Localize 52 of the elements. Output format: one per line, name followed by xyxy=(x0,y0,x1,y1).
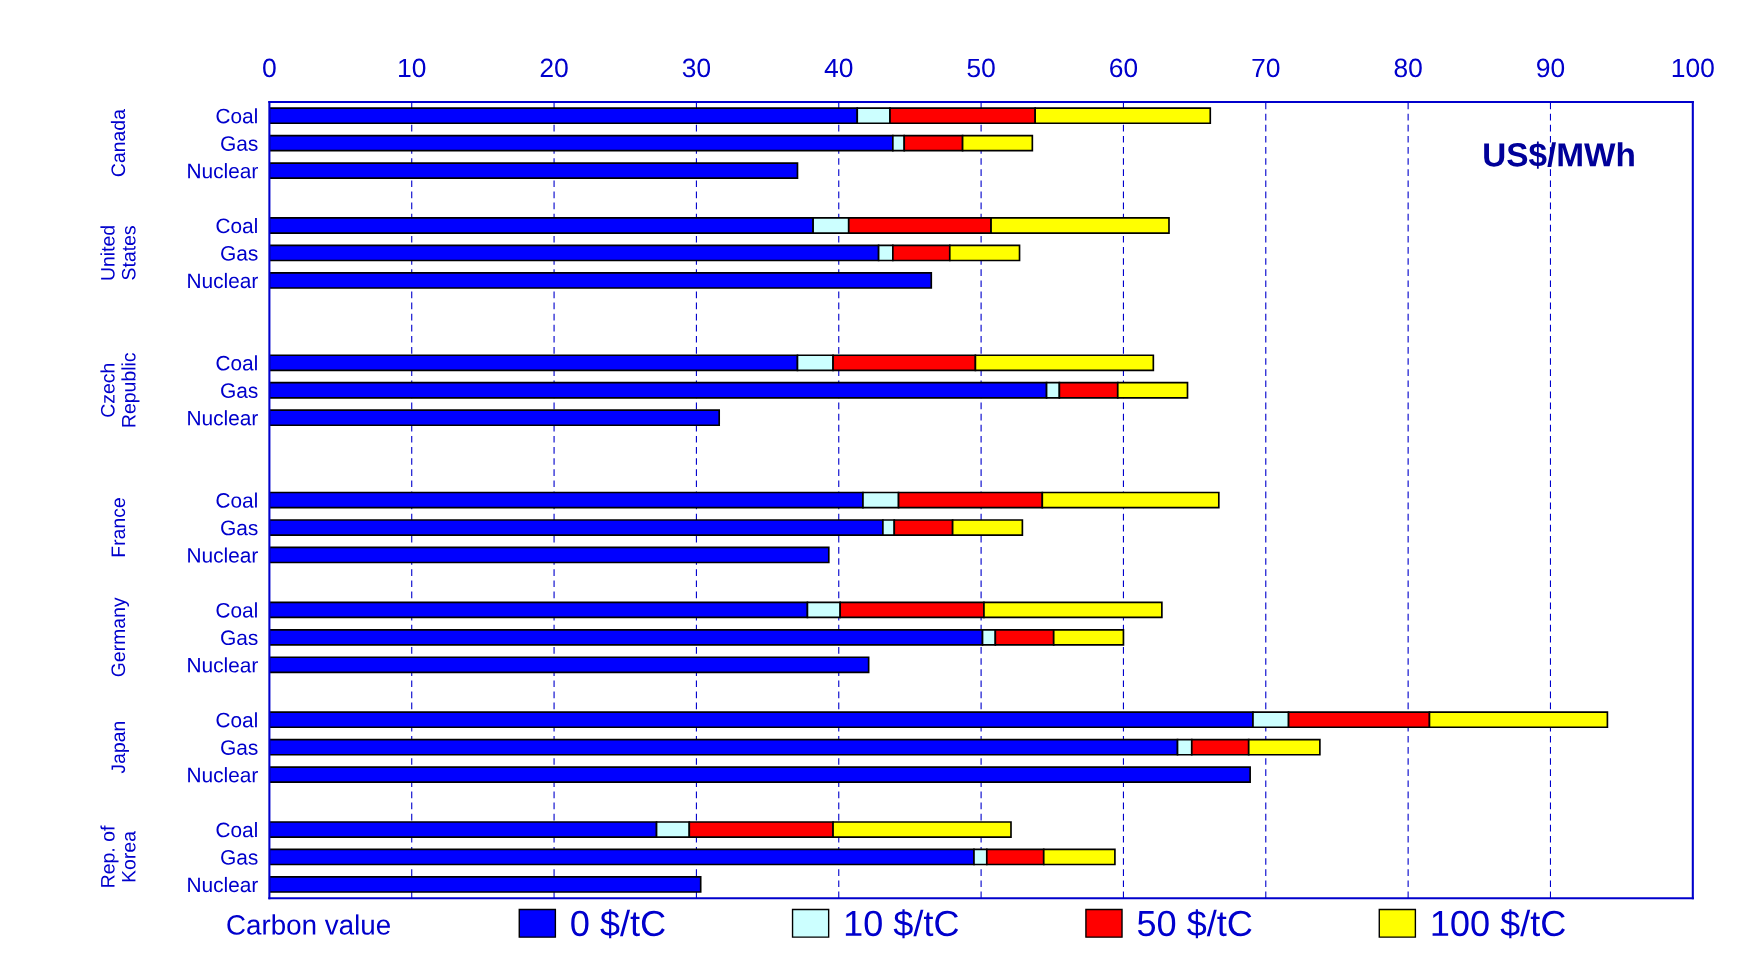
y-tick-label: Gas xyxy=(221,520,258,536)
y-tick-label: Gas xyxy=(221,849,258,865)
x-tick-label: 40 xyxy=(824,58,853,78)
x-tick-label: 70 xyxy=(1252,58,1280,78)
bar xyxy=(269,546,830,564)
legend-label: 0 $/tC xyxy=(571,909,665,939)
x-tick-label: 50 xyxy=(967,58,995,78)
y-tick-label: Coal xyxy=(216,712,257,728)
y-tick-label: Nuclear xyxy=(188,410,258,426)
legend-label: 50 $/tC xyxy=(1137,909,1252,939)
x-tick-label: 80 xyxy=(1394,58,1422,78)
text: France xyxy=(111,498,126,557)
y-tick-label: Coal xyxy=(216,602,257,618)
y-tick-label: Coal xyxy=(216,492,257,508)
y-tick-label: Coal xyxy=(216,821,257,838)
y-tick-label: Gas xyxy=(221,245,258,261)
y-tick-label: Nuclear xyxy=(188,767,258,783)
legend-label: 10 $/tC xyxy=(845,909,959,939)
text: Canada xyxy=(110,109,126,177)
text: Czech Republic xyxy=(100,352,140,427)
y-tick-label: Gas xyxy=(221,740,258,755)
bar xyxy=(269,876,702,893)
text: Rep. of Korea xyxy=(100,825,136,887)
y-tick-label: Nuclear xyxy=(188,876,258,893)
y-tick-label: Nuclear xyxy=(188,657,258,673)
bar xyxy=(269,656,870,674)
bar xyxy=(269,272,933,289)
legend-title: Carbon value xyxy=(227,914,390,935)
y-tick-label: Nuclear xyxy=(188,272,258,289)
x-tick-label: 20 xyxy=(540,58,568,78)
y-tick-label: Coal xyxy=(216,108,257,124)
x-tick-label: 30 xyxy=(682,58,711,78)
x-tick-label: 100 xyxy=(1672,58,1714,78)
y-tick-label: Gas xyxy=(221,630,258,646)
bar xyxy=(269,766,1251,784)
x-tick-label: 90 xyxy=(1537,58,1565,78)
y-tick-label: Coal xyxy=(216,217,257,234)
x-tick-label: 0 xyxy=(263,58,276,78)
text: Japan xyxy=(111,721,129,774)
y-tick-label: Nuclear xyxy=(188,163,258,179)
bar xyxy=(269,409,721,427)
y-tick-label: Nuclear xyxy=(188,547,258,563)
annotation: US$/MWh xyxy=(1484,141,1634,169)
legend-label: 100 $/tC xyxy=(1432,909,1565,939)
x-tick-label: 10 xyxy=(399,58,426,78)
text: United States xyxy=(100,226,136,280)
y-tick-label: Coal xyxy=(216,355,257,371)
bar xyxy=(269,162,799,179)
text: Germany xyxy=(111,597,129,677)
y-tick-label: Gas xyxy=(221,383,258,398)
x-tick-label: 60 xyxy=(1110,58,1138,78)
y-tick-label: Gas xyxy=(221,136,258,151)
